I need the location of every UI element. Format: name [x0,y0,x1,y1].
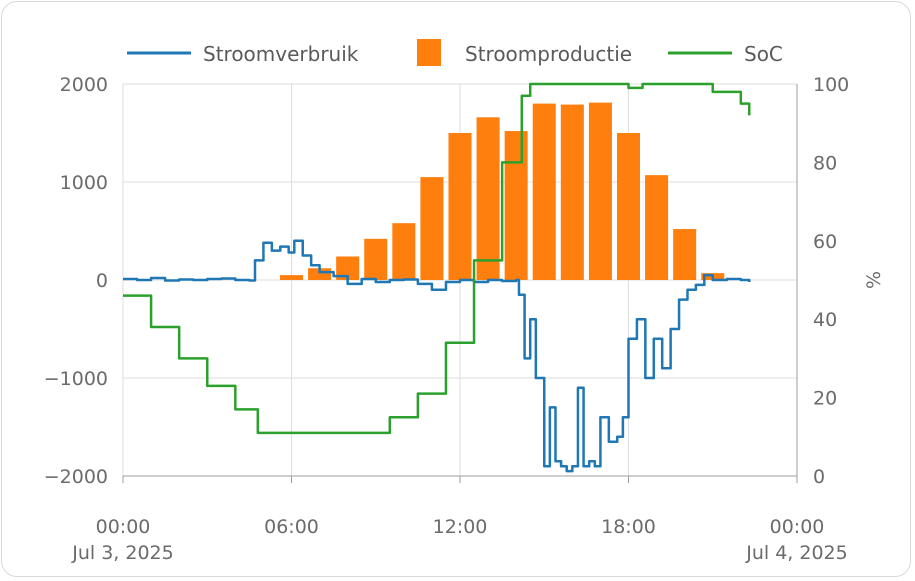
bar-stroomproductie [476,117,500,280]
bar-stroomproductie [504,131,528,280]
y-left-tick-label: 2000 [60,74,108,96]
bar-stroomproductie [588,102,612,281]
x-tick-date: Jul 3, 2025 [71,542,174,564]
series-lines [123,82,751,473]
x-tick-time: 00:00 [96,516,151,538]
bar-stroomproductie [616,133,641,280]
x-tick-date: Jul 4, 2025 [745,542,848,564]
y-left-tick-label: 0 [96,270,108,292]
bar-stroomproductie [392,223,416,280]
y-right-tick-label: 100 [813,74,849,96]
legend[interactable]: Stroomverbruik Stroomproductie SoC [127,39,783,66]
bar-stroomproductie [673,229,697,280]
y-left-tick-label: −1000 [44,368,108,390]
legend-swatch-bar [417,39,441,66]
line-stroomverbruik [123,239,751,473]
bar-stroomproductie [279,275,304,280]
legend-label: SoC [744,42,783,66]
bar-stroomproductie [448,133,472,280]
y-left-tick-label: 1000 [60,172,108,194]
x-tick-time: 06:00 [264,516,319,538]
x-tick-time: 18:00 [601,516,656,538]
bar-stroomproductie [532,103,556,280]
y-left-tick-label: −2000 [44,466,108,488]
y-right-tick-label: 20 [813,388,837,410]
x-tick-time: 12:00 [433,516,488,538]
legend-label: Stroomverbruik [203,42,359,66]
bar-stroomproductie [308,268,332,280]
y-right-tick-label: 0 [813,466,825,488]
legend-item-stroomverbruik[interactable]: Stroomverbruik [127,42,359,66]
production-bars [279,102,725,281]
legend-label: Stroomproductie [465,42,632,66]
y-right-tick-label: 80 [813,152,837,174]
line-soc [123,82,751,435]
y-right-tick-label: 60 [813,231,837,253]
bar-stroomproductie [420,177,444,280]
bar-stroomproductie [336,256,360,280]
y-right-tick-label: 40 [813,309,837,331]
x-tick-time: 00:00 [770,516,825,538]
bar-stroomproductie [645,175,669,280]
bar-stroomproductie [364,238,388,280]
legend-item-soc[interactable]: SoC [668,42,783,66]
legend-item-stroomproductie[interactable]: Stroomproductie [417,39,632,66]
y-right-axis-label: % [863,271,885,289]
bar-stroomproductie [560,104,584,280]
